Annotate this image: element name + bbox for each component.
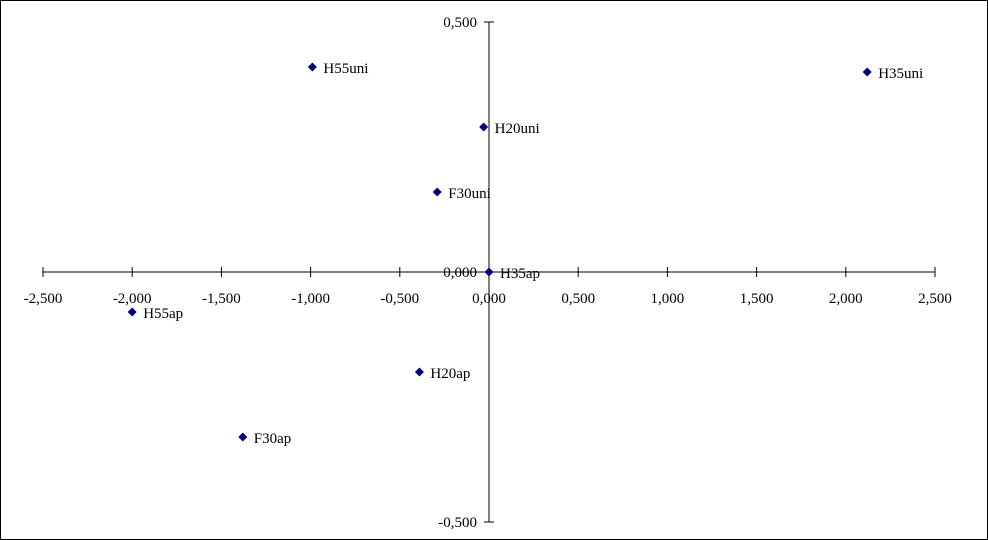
data-points: H55uni H35uni H20uni F30uni H35ap H55ap H20ap F… [127,61,923,447]
x-tick-label: -2,000 [113,291,152,307]
data-point-marker [307,62,317,72]
x-tick-label: 0,000 [472,291,506,307]
data-point-label: H20uni [495,121,540,137]
y-tick-label: 0,500 [443,15,477,31]
data-point-marker [127,307,137,317]
x-tick-label: 1,500 [740,291,774,307]
data-point-marker [479,122,489,132]
x-tick-label: 2,500 [918,291,952,307]
data-point-label: H35ap [500,266,540,282]
data-point-label: H55ap [143,306,183,322]
data-point-label: H20ap [430,366,470,382]
data-point-marker [432,187,442,197]
x-tick-label: -1,500 [202,291,241,307]
data-point-label: H55uni [323,61,368,77]
y-tick-label: -0,500 [438,515,477,531]
data-point-label: H35uni [878,66,923,82]
data-point-marker [414,367,424,377]
data-point-label: F30ap [254,431,291,447]
data-point-marker [862,67,872,77]
data-point-marker [238,432,248,442]
x-tick-label: 0,500 [561,291,595,307]
data-point-label: F30uni [448,186,491,202]
x-tick-label: -0,500 [380,291,419,307]
x-tick-label: 1,000 [651,291,685,307]
axes: -2,500 -2,000 -1,500 -1,000 -0,500 0,000 0,500… [24,15,952,531]
x-tick-label: -1,000 [291,291,330,307]
data-point-marker [484,267,494,277]
y-tick-label: 0,000 [443,265,477,281]
x-tick-label: -2,500 [24,291,63,307]
x-tick-label: 2,000 [829,291,863,307]
